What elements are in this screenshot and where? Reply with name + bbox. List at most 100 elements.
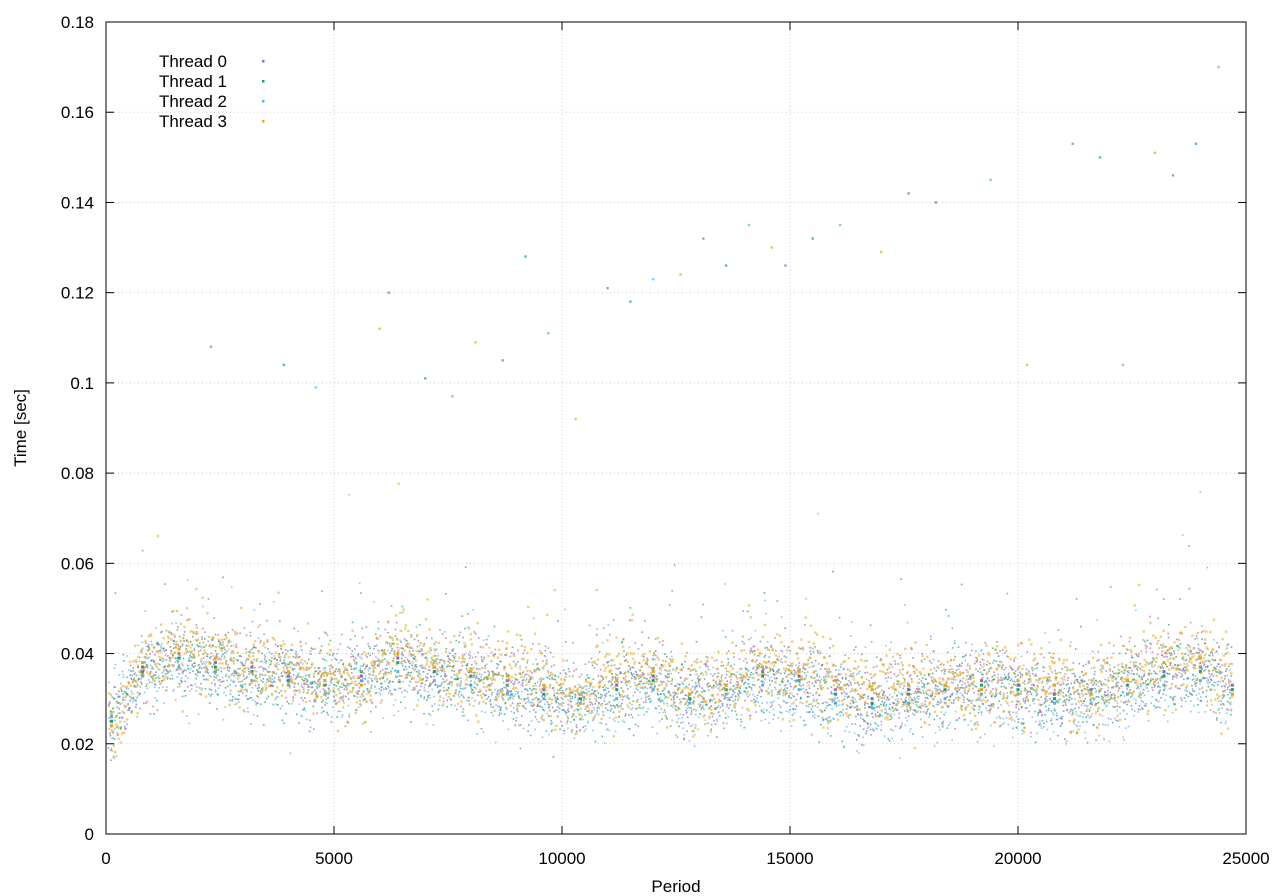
data-point <box>869 728 872 731</box>
data-point <box>855 673 858 676</box>
data-point <box>478 673 481 675</box>
data-point <box>284 671 286 673</box>
data-point <box>661 644 664 646</box>
data-point <box>406 690 408 693</box>
data-point <box>544 698 547 701</box>
data-point <box>173 688 175 691</box>
data-point <box>250 697 252 699</box>
data-point <box>824 675 827 677</box>
data-point <box>620 672 622 674</box>
data-point <box>259 603 261 605</box>
data-point <box>365 666 368 668</box>
data-point <box>312 705 315 708</box>
data-point <box>696 685 699 687</box>
data-point <box>963 701 965 704</box>
data-point <box>647 637 650 639</box>
data-point <box>642 687 644 690</box>
data-point <box>324 701 327 704</box>
data-point <box>520 673 522 676</box>
data-point <box>401 647 404 650</box>
data-point <box>629 619 631 621</box>
data-point <box>461 615 464 617</box>
data-point <box>498 714 501 716</box>
data-point <box>477 677 480 680</box>
data-point <box>1083 704 1086 707</box>
data-point <box>692 723 694 726</box>
data-point <box>1054 669 1056 672</box>
data-point <box>509 694 511 697</box>
data-point <box>229 667 231 669</box>
data-point <box>725 696 727 699</box>
data-point <box>510 710 513 713</box>
data-point <box>990 690 992 693</box>
data-point <box>215 676 217 679</box>
data-point <box>176 629 179 631</box>
data-point <box>568 675 571 678</box>
data-point <box>1157 706 1160 709</box>
data-point <box>1188 644 1190 647</box>
data-point <box>712 666 714 669</box>
data-point <box>1090 715 1092 718</box>
data-point <box>139 656 141 659</box>
data-point <box>720 684 723 687</box>
data-point <box>1051 700 1054 702</box>
data-point <box>177 660 180 663</box>
data-point <box>305 674 307 677</box>
data-point <box>499 688 502 691</box>
data-point <box>1106 704 1108 707</box>
data-point <box>456 675 459 678</box>
data-point <box>151 667 153 670</box>
data-point <box>582 718 584 721</box>
data-point <box>481 660 484 663</box>
data-point <box>666 677 669 679</box>
data-point <box>605 723 608 725</box>
data-point <box>296 690 298 692</box>
data-point <box>423 712 425 715</box>
data-point <box>655 678 658 680</box>
data-point <box>577 691 579 693</box>
data-point <box>1084 663 1087 666</box>
data-point <box>1150 643 1153 646</box>
data-point <box>257 684 260 687</box>
data-point <box>1062 683 1065 685</box>
data-point <box>113 686 116 688</box>
data-point <box>656 692 659 695</box>
data-point <box>258 676 261 678</box>
data-point <box>765 612 767 615</box>
data-point <box>814 645 816 648</box>
data-point <box>473 682 476 685</box>
data-point <box>556 706 559 708</box>
data-point <box>424 684 427 686</box>
data-point <box>402 654 405 657</box>
data-point <box>1137 708 1140 711</box>
data-point <box>374 645 376 647</box>
data-point <box>591 689 593 691</box>
data-point <box>943 672 946 675</box>
data-point <box>408 650 411 653</box>
data-point <box>834 702 836 705</box>
data-point <box>292 696 294 698</box>
data-point <box>138 677 140 680</box>
data-point <box>731 694 734 697</box>
data-point <box>689 725 692 728</box>
data-point <box>638 704 641 706</box>
data-point <box>205 655 208 658</box>
data-point <box>1122 666 1125 669</box>
data-point <box>765 666 768 668</box>
data-point <box>392 704 395 706</box>
data-point <box>420 682 423 685</box>
data-point <box>505 679 509 683</box>
data-point <box>489 698 492 701</box>
data-point <box>1103 701 1105 704</box>
data-point <box>1159 679 1162 682</box>
data-point <box>1069 696 1071 699</box>
data-point <box>153 683 156 685</box>
data-point <box>719 683 722 685</box>
data-point <box>688 740 691 742</box>
data-point <box>237 680 240 683</box>
data-point <box>255 660 258 662</box>
data-point <box>1031 672 1034 675</box>
data-point <box>867 695 869 698</box>
data-point <box>524 688 527 690</box>
data-point <box>290 675 292 678</box>
